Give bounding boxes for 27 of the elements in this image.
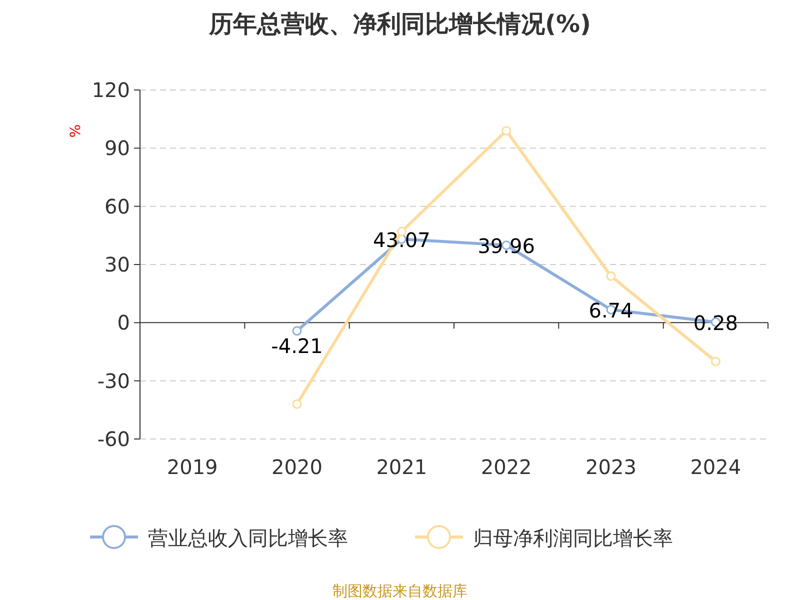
data-label: 6.74 — [588, 298, 634, 323]
point — [606, 271, 616, 281]
x-tick-label: 2024 — [690, 455, 742, 479]
x-tick-label: 2020 — [272, 455, 322, 479]
point — [292, 326, 302, 336]
y-tick-label: -60 — [97, 427, 130, 451]
y-tick-label: 90 — [104, 136, 130, 160]
y-axis-title: % — [68, 124, 84, 138]
legend-label: 归母净利润同比增长率 — [473, 526, 673, 550]
point — [292, 399, 302, 409]
text: 制图数据来自数据库 — [332, 582, 468, 600]
x-tick-label: 2021 — [376, 455, 428, 479]
y-tick-label: 120 — [92, 78, 130, 102]
point — [710, 356, 720, 366]
y-tick-label: 0 — [117, 310, 130, 335]
x-tick-label: 2022 — [480, 455, 532, 479]
chart-title: 历年总营收、净利同比增长情况(%) — [208, 10, 591, 38]
point — [502, 126, 512, 136]
y-tick-label: -30 — [97, 368, 130, 393]
data-label: -4.21 — [271, 334, 323, 358]
y-tick-label: 30 — [104, 252, 130, 276]
y-tick-label: 60 — [104, 194, 130, 218]
x-tick-label: 2023 — [586, 455, 636, 479]
data-label: 43.07 — [373, 228, 430, 252]
data-label: 39.96 — [478, 234, 535, 258]
legend-label: 营业总收入同比增长率 — [148, 526, 348, 550]
x-tick-label: 2019 — [166, 455, 218, 479]
